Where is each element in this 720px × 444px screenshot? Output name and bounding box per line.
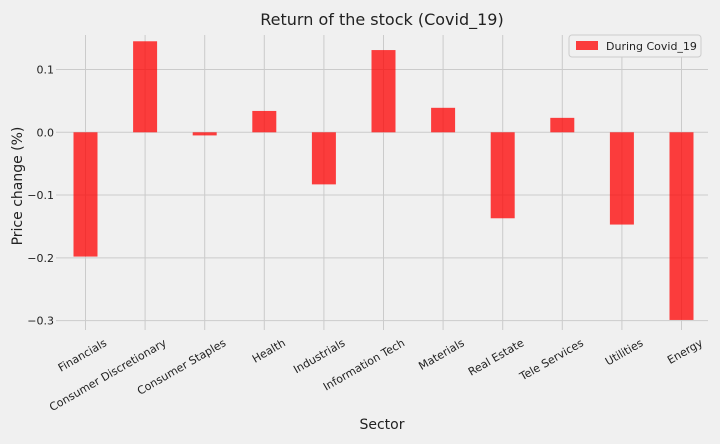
bar-consumer-discretionary [133, 41, 158, 133]
y-tick-label: 0.1 [37, 64, 55, 77]
y-tick-label: −0.1 [27, 189, 54, 202]
bar-consumer-staples [192, 132, 217, 136]
y-tick-label: 0.0 [37, 126, 55, 139]
legend-swatch [576, 41, 598, 50]
y-tick-label: −0.3 [27, 315, 54, 328]
legend: During Covid_19 [568, 34, 702, 58]
bar-industrials [311, 132, 336, 185]
bars [73, 41, 694, 320]
legend-box [568, 34, 702, 58]
bar-tele-services [550, 117, 575, 133]
bar-energy [669, 132, 694, 320]
chart-title: Return of the stock (Covid_19) [260, 10, 503, 30]
y-ticks: 0.1 0.0 −0.1 −0.2 −0.3 [27, 64, 54, 328]
bar-materials [431, 107, 456, 133]
legend-label: During Covid_19 [606, 40, 697, 53]
bar-utilities [609, 132, 634, 225]
bar-information-tech [371, 50, 396, 133]
bar-financials [73, 132, 98, 257]
bar-health [252, 110, 277, 133]
x-axis-label: Sector [359, 417, 404, 433]
y-tick-label: −0.2 [27, 252, 54, 265]
y-axis-label: Price change (%) [10, 127, 26, 246]
bar-real-estate [490, 132, 515, 219]
